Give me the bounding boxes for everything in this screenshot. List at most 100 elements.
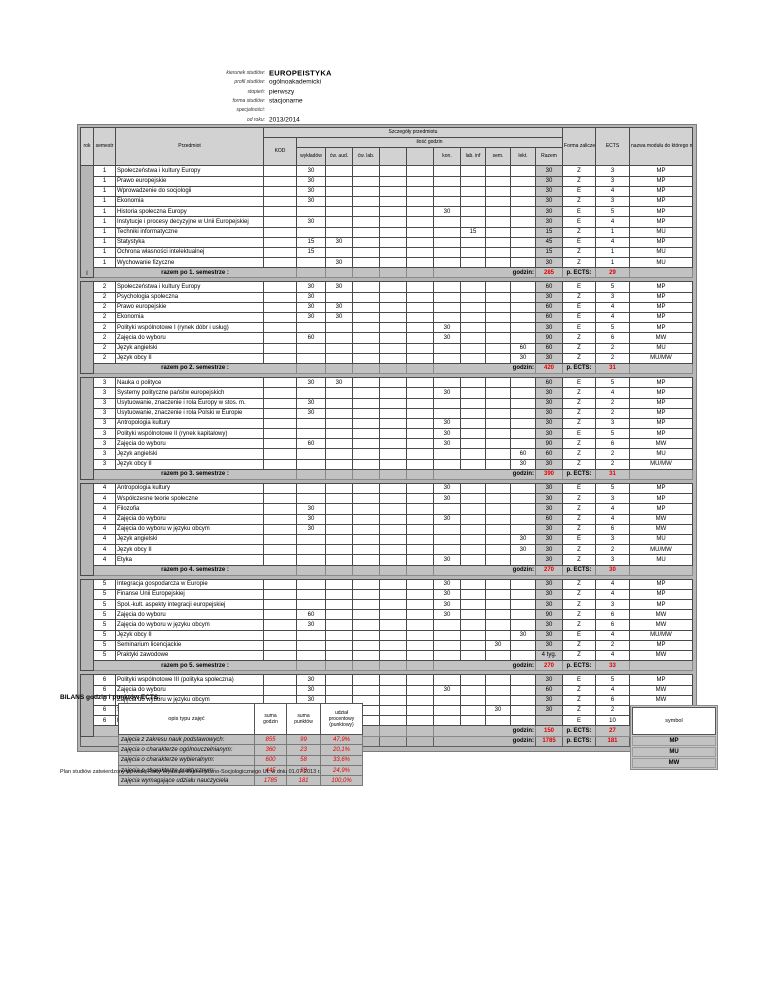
total-empty-cell — [379, 468, 407, 481]
grade-form-cell: Z — [562, 649, 597, 662]
ects-cell: 4 — [595, 684, 631, 696]
grade-form-cell: Z — [562, 588, 597, 601]
hours-cell — [510, 599, 536, 611]
col-header-przedmiot: Przedmiot — [115, 126, 264, 167]
module-cell: MP — [629, 482, 694, 495]
course-name: Społeczeństwa i kultury Europy — [115, 165, 264, 177]
semester-cell: 5 — [93, 578, 116, 590]
kod-cell — [263, 301, 297, 314]
course-row: 6 Polityki wspólnotowe III (polityka społ… — [80, 674, 694, 737]
hours-cell — [352, 448, 380, 460]
total-hours-cell: 30 — [534, 482, 564, 495]
hours-cell — [379, 246, 407, 259]
hours-cell — [433, 281, 461, 293]
hours-total-label: godzin: — [433, 362, 536, 375]
grade-form-cell: Z — [562, 704, 597, 717]
block-spacer-cell — [80, 277, 693, 282]
total-hours-cell: 30 — [534, 352, 564, 364]
hours-cell — [433, 377, 461, 389]
bilans-row: zajęcia wymagające udziału nauczyciela 17… — [118, 775, 363, 787]
course-row: 2 Język angielski 60 60 Z 2 MU — [81, 342, 694, 354]
hours-cell — [485, 694, 511, 706]
grade-form-cell: Z — [562, 684, 597, 696]
hours-cell — [379, 417, 407, 430]
module-cell: MU/MW — [629, 352, 694, 364]
total-hours-cell: 30 — [534, 493, 564, 505]
hours-cell: 30 — [325, 311, 353, 324]
hours-cell — [460, 715, 486, 727]
hours-cell — [352, 216, 380, 228]
hours-cell — [485, 236, 511, 248]
hours-cell — [296, 629, 326, 641]
total-hours-cell: 30 — [534, 458, 564, 470]
hours-cell — [352, 428, 380, 440]
field-label: profil studiów: — [234, 79, 265, 86]
hours-cell — [460, 377, 486, 389]
hours-cell — [485, 533, 511, 546]
hours-cell — [406, 417, 434, 430]
total-hours-cell — [534, 715, 564, 727]
semester-cell: 2 — [93, 332, 116, 344]
hours-cell — [433, 311, 461, 324]
kod-cell — [263, 246, 297, 259]
hours-total-label: godzin: — [433, 660, 536, 672]
total-empty-cell — [352, 660, 380, 672]
hours-cell — [379, 493, 407, 505]
hours-cell — [406, 694, 434, 706]
hours-cell — [325, 609, 353, 621]
hours-cell: 30 — [296, 165, 326, 177]
module-cell: MP — [629, 588, 694, 601]
module-cell: MP — [629, 397, 694, 409]
ects-cell: 4 — [595, 578, 631, 590]
hours-cell: 30 — [510, 544, 536, 556]
col-header-cw-aud: ćw. aud. — [325, 147, 353, 167]
ects-total-value: 31 — [595, 362, 631, 375]
hours-cell: 30 — [296, 407, 326, 419]
grade-form-cell: E — [562, 281, 597, 293]
field-value: EUROPEISTYKA — [269, 68, 332, 78]
ects-cell: 4 — [595, 629, 631, 641]
course-name: Filozofia — [115, 503, 264, 515]
total-hours-cell: 4 tyg. — [534, 649, 564, 662]
hours-cell: 60 — [510, 342, 536, 354]
semester-cell: 1 — [93, 195, 116, 208]
hours-cell — [296, 649, 326, 662]
hours-cell — [325, 493, 353, 505]
ects-cell: 2 — [595, 352, 631, 364]
kod-cell — [263, 417, 297, 430]
kod-cell — [263, 257, 297, 269]
total-hours-cell: 60 — [534, 448, 564, 460]
ects-cell: 2 — [595, 397, 631, 409]
module-cell: MU/MW — [629, 458, 694, 470]
hours-cell — [460, 322, 486, 334]
hours-cell — [485, 417, 511, 430]
course-row: 4 Filozofia 30 30 Z 4 MP — [81, 503, 694, 515]
hours-cell — [510, 684, 536, 696]
course-name: Statystyka — [115, 236, 264, 248]
hours-cell — [485, 438, 511, 450]
hours-cell — [325, 216, 353, 228]
hours-cell — [352, 332, 380, 344]
grade-form-cell: Z — [562, 352, 597, 364]
total-empty-cell — [325, 468, 353, 481]
hours-cell — [379, 281, 407, 293]
hours-cell: 30 — [325, 377, 353, 389]
hours-cell — [460, 165, 486, 177]
hours-cell — [352, 609, 380, 621]
semester-cell: 4 — [93, 513, 116, 525]
col-header-rok: rok — [80, 126, 94, 167]
course-name: Prawo europejskie — [115, 175, 264, 187]
hours-cell — [406, 185, 434, 197]
hours-cell — [379, 377, 407, 389]
hours-cell — [510, 428, 536, 440]
col-header-blank-1 — [379, 147, 407, 167]
hours-cell — [510, 301, 536, 314]
hours-cell — [296, 387, 326, 399]
hours-cell — [379, 352, 407, 364]
total-hours-cell: 30 — [534, 619, 564, 631]
hours-cell — [379, 301, 407, 314]
grade-form-cell: Z — [562, 458, 597, 470]
course-row: 1 Ekonomia 30 30 Z 3 MP — [81, 195, 694, 208]
total-hours-cell: 30 — [534, 599, 564, 611]
legend-item-mu: MU — [632, 747, 716, 757]
